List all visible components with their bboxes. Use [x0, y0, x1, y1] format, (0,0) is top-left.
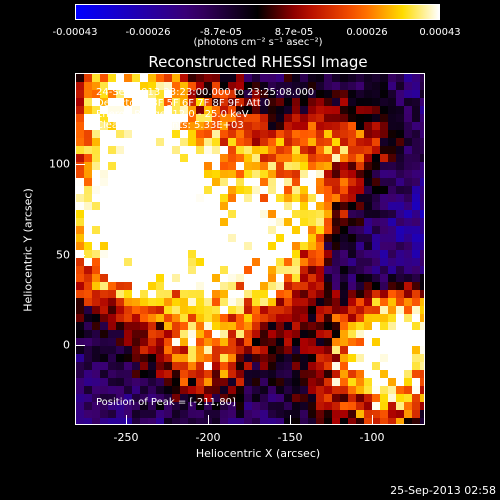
x-tick-label: -100	[359, 431, 385, 444]
method-label: Clean Total counts: 5.33E+03	[96, 120, 244, 131]
y-tick-mark	[75, 164, 85, 165]
y-tick-mark	[75, 255, 85, 256]
y-tick-label: 100	[49, 157, 70, 171]
plot-timestamp: 25-Sep-2013 02:58	[390, 484, 496, 497]
x-tick-mark	[372, 415, 373, 425]
colorbar-tick: 0.00043	[419, 27, 461, 38]
x-tick-label: -150	[277, 431, 303, 444]
energy-range-label: Energy Range: 12.0 - 25.0 keV	[96, 109, 249, 120]
colorbar-tick: -8.7e-05	[200, 27, 242, 38]
y-tick-mark	[75, 345, 85, 346]
colorbar-tick: -0.00043	[52, 27, 98, 38]
y-axis-label: Heliocentric Y (arcsec)	[21, 188, 35, 312]
image-title: Reconstructed RHESSI Image	[148, 53, 368, 71]
colorbar	[75, 4, 440, 20]
colorbar-units: (photons cm⁻² s⁻¹ asec⁻²)	[193, 37, 323, 48]
time-range-label: 24-Sep-2013 23:23:00.000 to 23:25:08.000	[96, 87, 315, 98]
detectors-label: Detectors: 3F 5F 6F 7F 8F 9F, Att 0	[96, 98, 271, 109]
x-tick-mark	[208, 415, 209, 425]
x-axis-label: Heliocentric X (arcsec)	[195, 447, 321, 460]
x-tick-mark	[290, 415, 291, 425]
colorbar-tick: 8.7e-05	[274, 27, 314, 38]
x-tick-label: -250	[113, 431, 139, 444]
x-tick-label: -200	[195, 431, 221, 444]
y-tick-label: 50	[56, 248, 70, 262]
peak-position-label: Position of Peak = [-211,80]	[96, 397, 236, 408]
colorbar-tick: -0.00026	[125, 27, 171, 38]
intensity-map	[76, 74, 424, 424]
y-tick-label: 0	[63, 338, 70, 352]
x-tick-mark	[126, 415, 127, 425]
colorbar-tick: 0.00026	[346, 27, 388, 38]
rhessi-image: 24-Sep-2013 23:23:00.000 to 23:25:08.000…	[75, 73, 425, 425]
